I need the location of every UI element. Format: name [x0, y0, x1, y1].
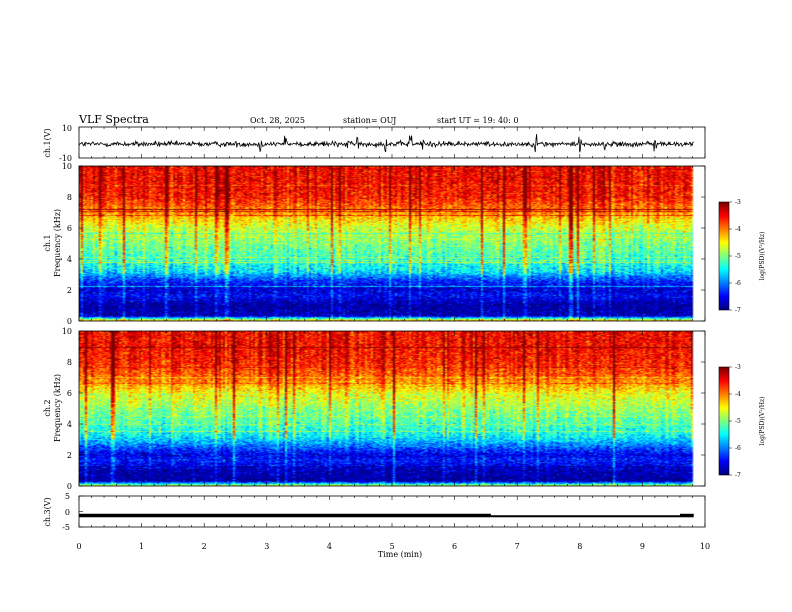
ch2-colorbar-tick-label: -4 — [735, 391, 741, 398]
ch1-colorbar-tick-label: -3 — [735, 199, 741, 206]
x-tick-label: 8 — [577, 542, 582, 551]
ch3-signal-frame — [78, 495, 706, 528]
ch1-spectrogram-ytick-label: 4 — [67, 255, 72, 264]
ch1-spectrogram-image — [79, 166, 705, 321]
ch2-colorbar-image — [719, 367, 729, 475]
ch2-colorbar-tick-label: -7 — [735, 472, 741, 479]
ch1-spectrogram-ytick-label: 8 — [67, 193, 72, 202]
x-tick-label: 9 — [640, 542, 645, 551]
ch1-colorbar-tick-label: -6 — [735, 280, 741, 287]
ch2-spectrogram-image — [79, 331, 705, 486]
ch2-spectrogram-ytick-label: 4 — [67, 420, 72, 429]
ch1-spectrogram-ylabel: Frequency (kHz) — [53, 209, 62, 277]
x-tick-label: 3 — [264, 542, 269, 551]
ch1-spectrogram-ytick-label: 2 — [67, 286, 72, 295]
ch1-spectrogram-channel-label: ch.1 — [43, 234, 52, 251]
ch1-waveform-panel: 10 -10 ch.1(V) — [43, 124, 706, 163]
ch1-colorbar-label: log(PSD)(V²/Hz) — [759, 232, 766, 281]
ch1-waveform-frame — [78, 126, 706, 159]
station-label: station= OUJ — [343, 116, 396, 125]
ch3-ytick-bottom: -5 — [62, 523, 70, 532]
ch1-spectrogram-ytick-label: 0 — [67, 317, 72, 326]
x-tick-label: 10 — [700, 542, 710, 551]
x-tick-label: 5 — [389, 542, 394, 551]
ch1-ytick-top: 10 — [62, 124, 72, 133]
ch2-spectrogram-ytick-label: 8 — [67, 358, 72, 367]
ch2-colorbar-tick-label: -5 — [735, 418, 741, 425]
x-tick-label: 4 — [327, 542, 332, 551]
ch2-spectrogram-ytick-label: 2 — [67, 451, 72, 460]
ch1-waveform-trace — [78, 134, 694, 153]
ch1-colorbar-tick-label: -7 — [735, 307, 741, 314]
date-label: Oct. 28, 2025 — [250, 116, 305, 125]
start-time-label: start UT = 19: 40: 0 — [437, 116, 518, 125]
x-tick-label: 6 — [452, 542, 457, 551]
ch2-colorbar-tick-label: -6 — [735, 445, 741, 452]
ch2-spectrogram-panel: 0 2 4 6 8 10 ch.2 Frequency (kHz) — [43, 327, 706, 491]
figure-title: VLF Spectra — [78, 113, 149, 126]
ch1-colorbar-image — [719, 202, 729, 310]
x-tick-label: 2 — [202, 542, 207, 551]
x-tick-label: 7 — [515, 542, 520, 551]
x-tick-label: 0 — [76, 542, 81, 551]
ch3-ytick-mid: 0 — [65, 508, 70, 517]
ch2-colorbar-tick-label: -3 — [735, 364, 741, 371]
ch2-spectrogram-ytick-label: 10 — [62, 327, 72, 336]
ch1-colorbar-tick-label: -4 — [735, 226, 741, 233]
ch1-ytick-bottom: -10 — [59, 154, 72, 163]
x-axis-label: Time (min) — [378, 550, 422, 559]
ch1-colorbar: -3 -4 -5 -6 -7 log(PSD)(V²/Hz) — [718, 199, 766, 314]
ch3-ytick-top: 5 — [65, 492, 70, 501]
ch1-spectrogram-panel: 0 2 4 6 8 10 ch.1 Frequency (kHz) — [43, 162, 706, 326]
ch2-colorbar-label: log(PSD)(V²/Hz) — [759, 397, 766, 446]
ch3-ylabel: ch.3(V) — [43, 497, 52, 526]
ch2-spectrogram-ytick-label: 0 — [67, 482, 72, 491]
ch2-spectrogram-channel-label: ch.2 — [43, 399, 52, 416]
ch1-colorbar-tick-label: -5 — [735, 253, 741, 260]
ch1-ylabel: ch.1(V) — [43, 128, 52, 157]
ch1-spectrogram-ytick-label: 6 — [67, 224, 72, 233]
x-tick-label: 1 — [139, 542, 144, 551]
ch2-spectrogram-ytick-label: 6 — [67, 389, 72, 398]
ch1-spectrogram-ytick-label: 10 — [62, 162, 72, 171]
ch2-spectrogram-ylabel: Frequency (kHz) — [53, 374, 62, 442]
ch3-signal-panel: 5 0 -5 ch.3(V) — [43, 492, 706, 532]
ch2-colorbar: -3 -4 -5 -6 -7 log(PSD)(V²/Hz) — [718, 364, 766, 479]
